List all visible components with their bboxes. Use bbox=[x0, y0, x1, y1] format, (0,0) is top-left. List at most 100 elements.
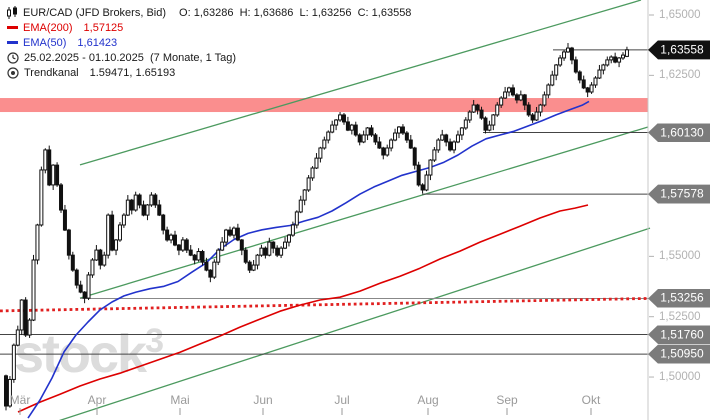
candle-body bbox=[550, 74, 555, 86]
trend-channel-icon bbox=[7, 66, 19, 79]
candle-body bbox=[440, 134, 445, 141]
trendkanal-values: 1.59471, 1.65193 bbox=[89, 66, 176, 79]
candle-body bbox=[397, 126, 401, 134]
candle-body bbox=[59, 184, 64, 211]
candle-body bbox=[365, 127, 370, 136]
candle-body bbox=[141, 204, 146, 216]
candle-body bbox=[562, 51, 567, 59]
candle-body bbox=[318, 147, 323, 159]
candle-body bbox=[404, 132, 409, 141]
candle-body bbox=[467, 111, 472, 121]
legend-ema50-row[interactable]: EMA(50) 1,61423 bbox=[7, 35, 411, 50]
y-axis-tick-label: 1,65000 bbox=[659, 9, 701, 21]
candle-body bbox=[518, 94, 523, 101]
candle-body bbox=[98, 249, 103, 266]
candle-body bbox=[200, 251, 205, 263]
candle-body bbox=[66, 229, 71, 256]
candle-body bbox=[385, 147, 390, 156]
price-tag: 1,50950 bbox=[648, 344, 710, 364]
y-axis-tick-label: 1,55000 bbox=[659, 250, 701, 263]
x-axis-label: Apr bbox=[87, 393, 107, 407]
candle-body bbox=[176, 244, 181, 251]
candle-body bbox=[455, 134, 460, 143]
candle-body bbox=[357, 134, 362, 143]
candle-body bbox=[546, 84, 551, 96]
candle-body bbox=[412, 147, 417, 166]
candle-body bbox=[353, 124, 358, 136]
candle-body bbox=[106, 214, 111, 256]
candle-body bbox=[345, 121, 350, 131]
period-text: 25.02.2025 - 01.10.2025 (7 Monate, 1 Tag… bbox=[24, 51, 237, 64]
clock-icon bbox=[7, 51, 19, 64]
candle-body bbox=[208, 269, 213, 278]
candle-body bbox=[121, 214, 126, 226]
candle-body bbox=[471, 104, 476, 113]
price-tag: 1,51760 bbox=[648, 325, 710, 345]
candle-body bbox=[322, 139, 327, 149]
trend-channel-line bbox=[79, 0, 642, 166]
candle-body bbox=[31, 259, 36, 321]
legend-ema200-row[interactable]: EMA(200) 1,57125 bbox=[7, 20, 411, 35]
candle-body bbox=[601, 64, 606, 71]
candle-body bbox=[585, 87, 590, 93]
candle-body bbox=[239, 239, 244, 251]
candle-body bbox=[220, 241, 225, 251]
candle-body bbox=[424, 174, 429, 191]
price-tag: 1,57578 bbox=[648, 184, 710, 204]
candle-body bbox=[577, 71, 582, 81]
candle-body bbox=[554, 64, 559, 76]
candle-body bbox=[255, 254, 260, 266]
candle-body bbox=[428, 159, 433, 176]
candle-body bbox=[267, 241, 272, 256]
x-axis-label: Jun bbox=[253, 393, 273, 407]
ema50-value: 1,61423 bbox=[77, 36, 118, 49]
candle-body bbox=[593, 77, 598, 86]
candle-body bbox=[62, 209, 67, 231]
candle-body bbox=[459, 127, 464, 136]
candle-body bbox=[235, 227, 240, 241]
candle-body bbox=[153, 194, 158, 206]
candle-body bbox=[114, 239, 119, 251]
candle-body bbox=[507, 87, 512, 93]
candle-body bbox=[448, 141, 453, 151]
candle-body bbox=[514, 94, 519, 101]
candle-body bbox=[338, 114, 343, 121]
candle-body bbox=[78, 284, 83, 293]
candle-body bbox=[212, 261, 217, 278]
candle-body bbox=[510, 87, 515, 96]
candle-body bbox=[463, 119, 468, 129]
y-axis-tick-label: 1,52500 bbox=[659, 310, 701, 323]
candle-body bbox=[432, 149, 437, 161]
price-tag: 1,53256 bbox=[648, 288, 710, 308]
trend-channel-line bbox=[79, 126, 649, 299]
candle-body bbox=[310, 167, 315, 179]
candle-body bbox=[172, 234, 177, 246]
candle-body bbox=[526, 104, 531, 116]
candle-body bbox=[483, 117, 488, 131]
candle-body bbox=[558, 57, 563, 66]
candle-body bbox=[19, 299, 24, 331]
candle-body bbox=[70, 254, 75, 271]
candle-body bbox=[389, 139, 394, 149]
candle-body bbox=[259, 247, 264, 256]
candle-body bbox=[90, 259, 95, 276]
candle-body bbox=[444, 134, 449, 143]
candle-body bbox=[487, 124, 492, 131]
candle-body bbox=[279, 247, 284, 256]
candle-body bbox=[161, 214, 166, 231]
candle-body bbox=[11, 344, 16, 380]
candle-body bbox=[184, 239, 189, 251]
candle-body bbox=[495, 104, 500, 116]
candle-body bbox=[271, 241, 276, 249]
candle-body bbox=[180, 239, 185, 251]
y-axis-tick-label: 1,50000 bbox=[659, 371, 701, 384]
legend-trendkanal-row[interactable]: Trendkanal 1.59471, 1.65193 bbox=[7, 65, 411, 80]
candle-body bbox=[251, 264, 256, 271]
candle-body bbox=[538, 104, 543, 113]
candle-body bbox=[314, 157, 319, 169]
candle-body bbox=[624, 49, 629, 57]
candle-body bbox=[621, 54, 626, 59]
ema200-line-swatch bbox=[7, 26, 18, 29]
